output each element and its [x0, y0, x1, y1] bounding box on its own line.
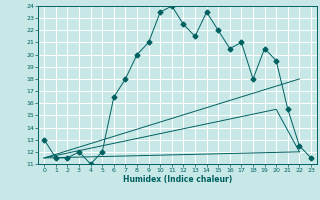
X-axis label: Humidex (Indice chaleur): Humidex (Indice chaleur) — [123, 175, 232, 184]
